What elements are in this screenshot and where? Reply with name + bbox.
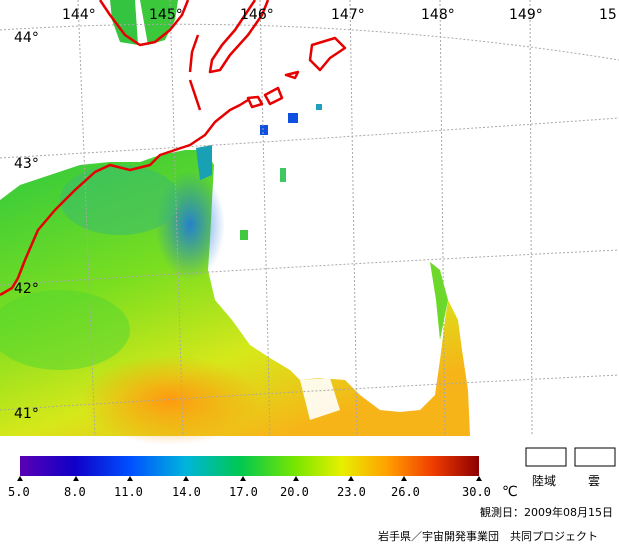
colorbar-tick-mark	[73, 476, 79, 481]
colorbar: 5.0 8.0 11.0 14.0 17.0 20.0 23.0 26.0 30…	[8, 456, 518, 500]
lon-labels: 144° 145° 146° 147° 148° 149° 15	[62, 7, 617, 23]
colorbar-tick-mark	[183, 476, 189, 481]
lon-label-144: 144°	[62, 7, 96, 23]
legend: 陸域 雲	[525, 447, 616, 488]
land-swatch	[525, 447, 567, 467]
colorbar-tick-mark	[476, 476, 482, 481]
lon-label-146: 146°	[240, 7, 274, 23]
lat-label-41: 41°	[14, 406, 39, 422]
lon-label-149: 149°	[509, 7, 543, 23]
lat-label-44: 44°	[14, 30, 39, 46]
lat-label-43: 43°	[14, 156, 39, 172]
observation-date: 観測日：2009年08月15日	[480, 505, 613, 519]
colorbar-tick-mark	[293, 476, 299, 481]
colorbar-tick-26: 26.0	[391, 485, 420, 499]
cloud-swatch	[574, 447, 616, 467]
colorbar-tick-14: 14.0	[172, 485, 201, 499]
colorbar-tick-23: 23.0	[337, 485, 366, 499]
colorbar-tick-20: 20.0	[280, 485, 309, 499]
land-label: 陸域	[532, 474, 556, 488]
colorbar-gradient	[20, 456, 479, 476]
cloud-label: 雲	[588, 474, 600, 488]
graticule	[0, 0, 619, 437]
sst-field	[0, 150, 470, 445]
sst-patches	[110, 0, 448, 340]
colorbar-tick-8: 8.0	[64, 485, 86, 499]
lon-label-148: 148°	[421, 7, 455, 23]
lat-label-42: 42°	[14, 281, 39, 297]
colorbar-tick-30: 30.0	[462, 485, 491, 499]
colorbar-tick-17: 17.0	[229, 485, 258, 499]
colorbar-tick-mark	[401, 476, 407, 481]
colorbar-tick-mark	[240, 476, 246, 481]
lon-label-147: 147°	[331, 7, 365, 23]
credit-line: 岩手県／宇宙開発事業団 共同プロジェクト	[378, 529, 598, 543]
colorbar-tick-marks	[17, 476, 482, 481]
lon-label-145: 145°	[149, 7, 183, 23]
lon-label-150: 15	[599, 7, 617, 23]
colorbar-tick-mark	[127, 476, 133, 481]
colorbar-unit: ℃	[502, 484, 518, 500]
lat-labels: 44° 43° 42° 41°	[14, 30, 39, 422]
colorbar-tick-mark	[348, 476, 354, 481]
coastline	[0, 0, 347, 297]
colorbar-tick-11: 11.0	[114, 485, 143, 499]
colorbar-tick-5: 5.0	[8, 485, 30, 499]
colorbar-tick-mark	[17, 476, 23, 481]
